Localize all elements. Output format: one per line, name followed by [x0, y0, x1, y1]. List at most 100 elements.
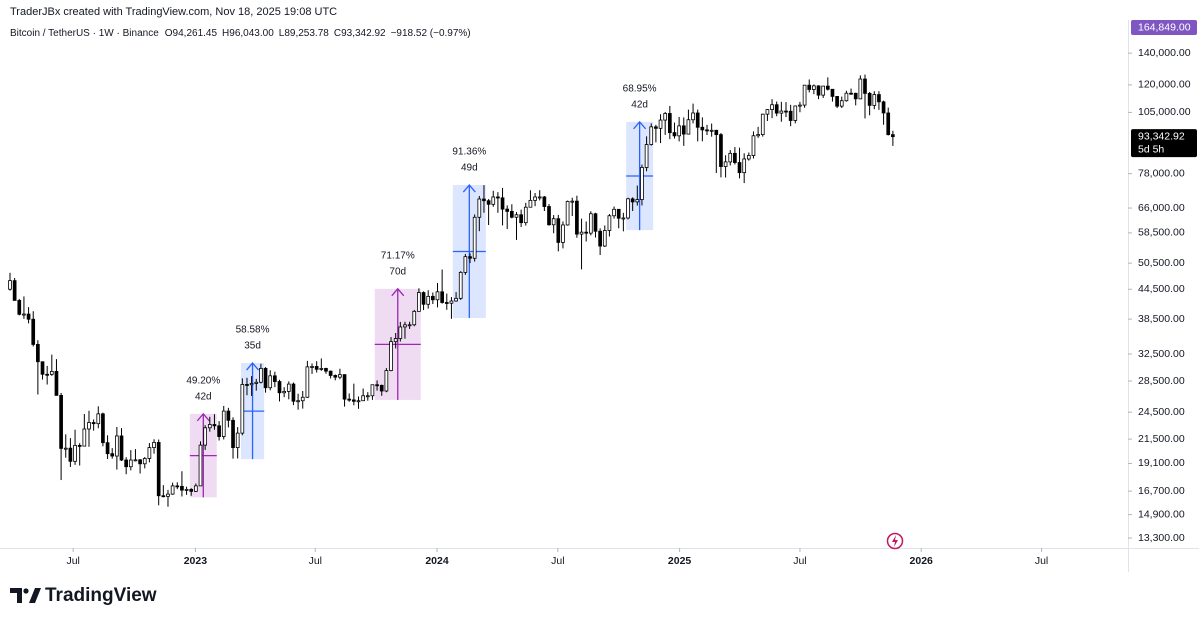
- candle-body: [170, 485, 175, 495]
- candle-body: [872, 94, 877, 106]
- candle-body: [398, 326, 403, 339]
- y-tick-label: 13,300.00: [1138, 532, 1185, 544]
- y-tick-label: 66,000.00: [1138, 202, 1185, 214]
- candle-body: [156, 442, 161, 497]
- candle-body: [68, 447, 73, 462]
- candle-body: [565, 201, 570, 226]
- candle-body: [59, 394, 63, 449]
- candle-body: [705, 129, 709, 132]
- candle-body: [96, 413, 101, 425]
- candle-body: [63, 447, 68, 450]
- candle-body: [235, 432, 240, 448]
- replay-icon[interactable]: [886, 532, 904, 550]
- candle-body: [412, 310, 417, 326]
- measure-duration: 49d: [461, 163, 478, 174]
- brand: TradingView: [45, 585, 157, 606]
- candle-body: [370, 384, 375, 397]
- candle-body: [393, 338, 398, 343]
- candle-body: [700, 126, 705, 131]
- candle-body: [226, 410, 231, 421]
- candle-body: [180, 485, 184, 491]
- x-tick-label: Jul: [309, 555, 322, 567]
- y-tick-label: 120,000.00: [1138, 79, 1191, 91]
- candle-body: [681, 125, 686, 135]
- credit: TraderJBx created with TradingView.com, …: [10, 6, 337, 18]
- y-tick-label: 38,500.00: [1138, 313, 1185, 325]
- candle-body: [54, 371, 59, 396]
- candle-body: [496, 196, 500, 199]
- candle-body: [245, 384, 249, 386]
- price-label-box: [1131, 129, 1197, 158]
- candle-body: [198, 444, 203, 487]
- measure-percent: 68.95%: [623, 83, 657, 94]
- candle-body: [547, 206, 551, 226]
- candle-body: [417, 292, 421, 312]
- candle-body: [407, 324, 412, 327]
- candle-body: [505, 208, 510, 212]
- candle-body: [737, 162, 742, 174]
- candle-body: [207, 424, 212, 429]
- candle-body: [663, 113, 668, 121]
- x-tick-label: 2025: [668, 555, 692, 567]
- price-countdown: 5d 5h: [1138, 143, 1164, 155]
- candle-body: [49, 371, 54, 375]
- candle-body: [463, 256, 468, 273]
- candle-body: [440, 291, 444, 303]
- candle-body: [403, 324, 407, 328]
- candle-body: [863, 78, 867, 94]
- x-tick-label: 2024: [425, 555, 449, 567]
- candle-body: [268, 375, 273, 389]
- candle-body: [454, 297, 458, 302]
- candle-body: [249, 383, 254, 386]
- candle-body: [184, 488, 189, 491]
- candle-body: [77, 445, 82, 447]
- candle-body: [324, 368, 328, 372]
- measure-percent: 91.36%: [452, 147, 486, 158]
- ohlc-value: 93,342.92: [341, 28, 386, 39]
- candle-body: [537, 196, 542, 199]
- candle-body: [263, 368, 268, 389]
- candle-body: [22, 313, 26, 316]
- y-tick-label: 32,500.00: [1138, 348, 1185, 360]
- y-tick-label: 24,500.00: [1138, 406, 1185, 418]
- x-tick-label: Jul: [793, 555, 806, 567]
- candle-body: [435, 291, 440, 301]
- candle-body: [73, 445, 77, 462]
- candle-body: [579, 231, 584, 235]
- candle-body: [82, 428, 87, 447]
- candle-body: [835, 96, 839, 107]
- candle-body: [110, 453, 115, 457]
- candle-body: [491, 196, 496, 205]
- candle-body: [575, 200, 579, 235]
- candle-body: [124, 459, 128, 468]
- candle-body: [328, 370, 333, 376]
- candle-body: [830, 88, 835, 97]
- y-tick-label: 44,500.00: [1138, 283, 1185, 295]
- candle-body: [649, 126, 654, 145]
- candle-body: [746, 155, 751, 160]
- candle-body: [607, 215, 612, 231]
- y-tick-label: 14,900.00: [1138, 508, 1185, 520]
- logo: [10, 588, 41, 603]
- candle-body: [686, 119, 691, 135]
- measure-arrowhead: [462, 184, 476, 193]
- y-tick-label: 78,000.00: [1138, 167, 1185, 179]
- candle-body: [314, 366, 319, 370]
- candle-body: [431, 295, 435, 301]
- candle-body: [760, 113, 765, 136]
- x-tick-label: Jul: [66, 555, 79, 567]
- candle-body: [212, 424, 217, 427]
- candle-body: [733, 152, 737, 163]
- ohlc-value: 96,043.00: [229, 28, 274, 39]
- measure-duration: 70d: [389, 266, 406, 277]
- candle-body: [26, 313, 31, 320]
- candle-body: [528, 199, 533, 208]
- ohlc-prefix: L: [279, 28, 285, 39]
- candle-body: [621, 217, 626, 220]
- measure-percent: 49.20%: [186, 376, 220, 387]
- candle-body: [509, 210, 514, 218]
- symbol: Bitcoin / TetherUS · 1W · Binance: [10, 28, 159, 39]
- measure-arrowhead: [246, 362, 260, 371]
